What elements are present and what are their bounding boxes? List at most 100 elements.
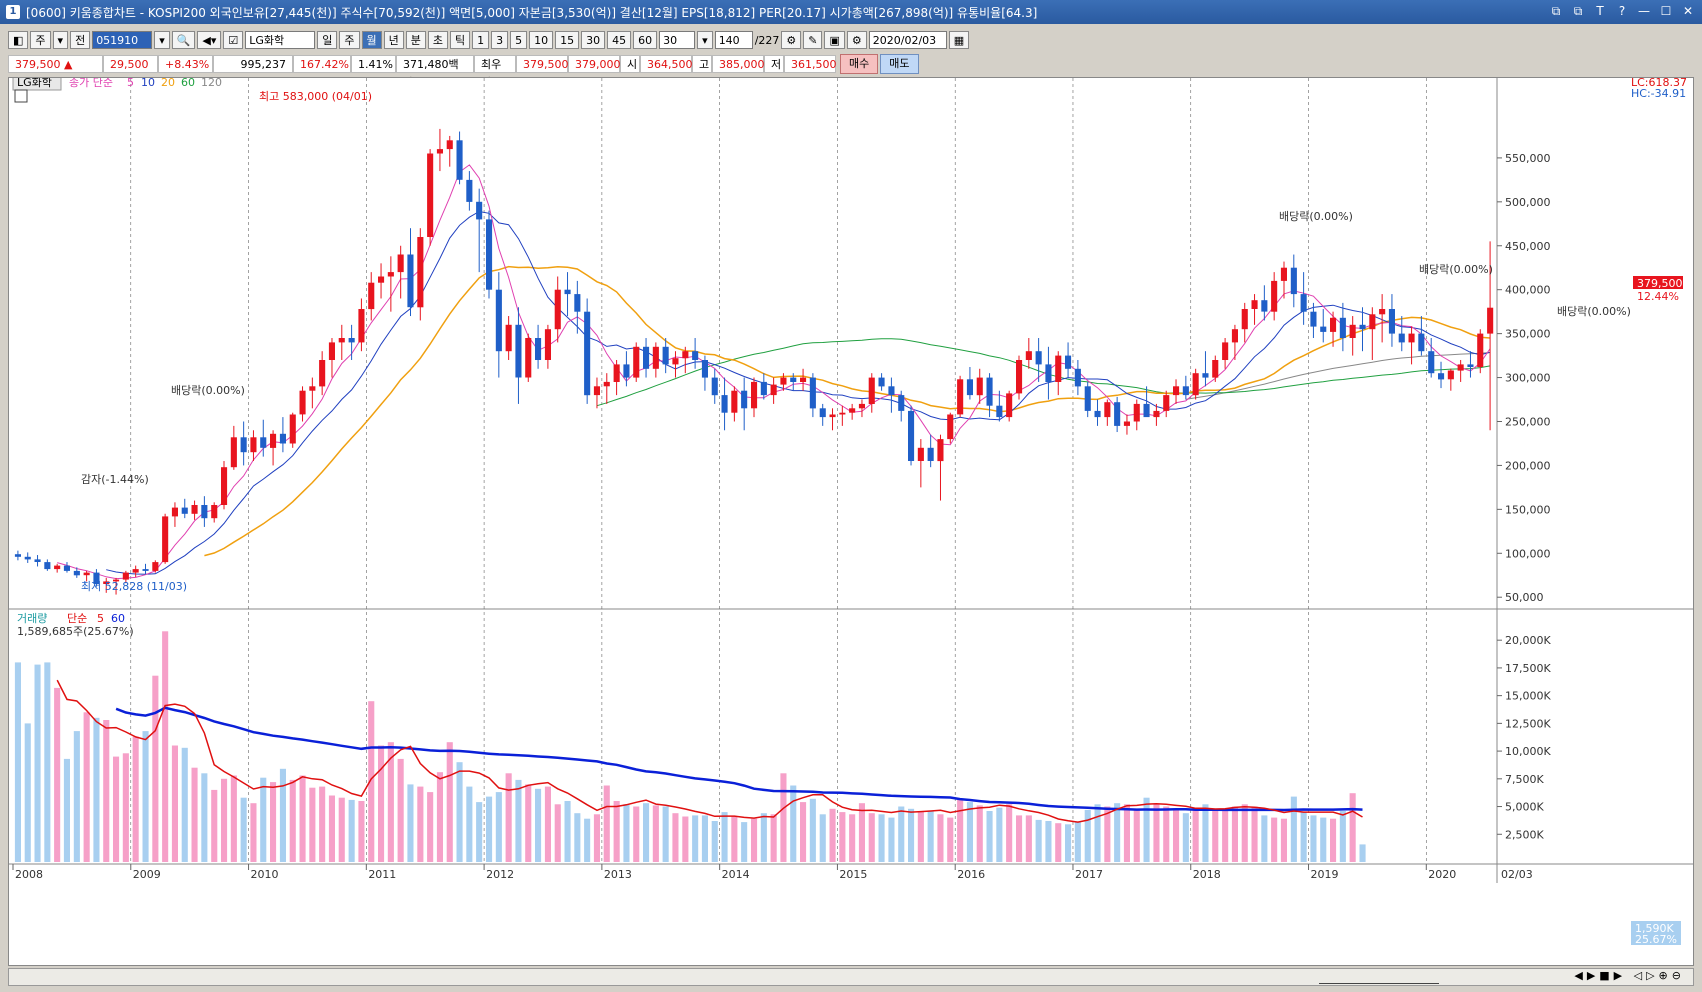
history-icon[interactable]: ◀▾ (197, 31, 222, 49)
volume-bar (1045, 821, 1052, 862)
interval-input[interactable]: 30 (659, 31, 696, 49)
candle-body (328, 342, 335, 360)
y-tick-label: 400,000 (1505, 284, 1551, 297)
interval-60[interactable]: 60 (633, 31, 658, 49)
volume-y-tick-label: 17,500K (1505, 662, 1551, 675)
tile-icon[interactable]: ⧉ (1573, 4, 1583, 18)
volume-bar (1123, 804, 1130, 862)
ma5-label: 5 (127, 78, 134, 89)
volume-bar (672, 813, 679, 862)
volume-bar (1300, 812, 1307, 862)
volume-ma60-label: 60 (111, 612, 125, 625)
volume-bar (751, 818, 758, 862)
period-minute[interactable]: 분 (405, 31, 426, 49)
volume-bar (633, 806, 640, 862)
candle-body (44, 562, 51, 570)
stock-code-input[interactable]: 051910 (92, 31, 153, 49)
close-icon[interactable]: ✕ (1682, 4, 1694, 18)
candle-body (593, 386, 600, 396)
period-month[interactable]: 월 (361, 31, 382, 49)
interval-45[interactable]: 45 (607, 31, 632, 49)
restore-icon[interactable]: ⧉ (1551, 4, 1561, 18)
scroll-controls-icon[interactable]: ◀▶■▶ ◁▷⊕⊖ (1574, 969, 1685, 982)
interval-15[interactable]: 15 (555, 31, 580, 49)
period-year[interactable]: 년 (383, 31, 404, 49)
minimize-icon[interactable]: — (1638, 4, 1650, 18)
candle-body (1251, 300, 1258, 309)
chevron-down-icon[interactable]: ▾ (697, 31, 713, 49)
interval-10[interactable]: 10 (529, 31, 554, 49)
volume-y-tick-label: 20,000K (1505, 634, 1551, 647)
favorite-icon[interactable]: ☑ (223, 31, 244, 49)
type-select[interactable]: 주 (30, 31, 51, 49)
volume-bar (858, 803, 865, 862)
maximize-icon[interactable]: ☐ (1660, 4, 1672, 18)
buy-button[interactable]: 매수 (840, 54, 879, 74)
sell-button[interactable]: 매도 (880, 54, 919, 74)
chart-canvas[interactable]: 550,000500,000450,000400,000350,000300,0… (9, 78, 1693, 965)
chart-scrollbar[interactable]: ◀▶■▶ ◁▷⊕⊖ (8, 968, 1694, 986)
candle-body (672, 358, 679, 365)
ma60-label: 60 (181, 78, 195, 89)
volume-bar (770, 814, 777, 862)
volume-bar (1094, 804, 1101, 862)
candle-body (103, 581, 110, 584)
period-mode-select[interactable]: 전 (70, 31, 91, 49)
volume-bar (436, 772, 443, 862)
volume-bar (230, 775, 237, 862)
period-second[interactable]: 초 (427, 31, 449, 49)
candle-body (692, 351, 699, 360)
volume-bar (898, 806, 905, 862)
candle-body (1114, 402, 1121, 426)
low-price: 361,500 (784, 55, 837, 73)
candle-body (142, 569, 149, 571)
period-day[interactable]: 일 (317, 31, 338, 49)
candle-body (1310, 311, 1317, 327)
help-icon[interactable]: ? (1618, 4, 1626, 18)
candle-body (260, 437, 267, 448)
chart-area[interactable]: 550,000 500,000 450,000 400,000 350,000 300,0… (8, 77, 1694, 966)
interval-1[interactable]: 1 (472, 31, 490, 49)
save-icon[interactable]: ▣ (824, 31, 845, 49)
ma20-label: 20 (161, 78, 175, 89)
count-input[interactable]: 140 (714, 31, 753, 49)
candle-body (171, 507, 178, 517)
candle-body (1457, 364, 1464, 371)
period-week[interactable]: 주 (339, 31, 360, 49)
text-icon[interactable]: T (1596, 4, 1604, 18)
candle-body (34, 559, 41, 562)
volume-bar (701, 815, 708, 862)
trade-amount: 371,480백만 (396, 55, 474, 89)
volume-bar (1065, 824, 1072, 862)
date-input[interactable]: 2020/02/03 (868, 31, 947, 49)
draw-icon[interactable]: ✎ (803, 31, 823, 49)
table-icon[interactable] (14, 89, 28, 103)
scroll-track[interactable] (1319, 971, 1439, 984)
volume-value: 995,237 (213, 55, 293, 73)
layout-icon[interactable]: ◧ (8, 31, 29, 49)
title-bar: 1 [0600] 키움종합차트 - KOSPI200 외국인보유[27,445(… (0, 0, 1702, 24)
chevron-down-icon[interactable]: ▾ (52, 31, 69, 49)
calendar-icon[interactable]: ▦ (948, 31, 970, 49)
volume-bar (1173, 809, 1180, 862)
gear-icon[interactable]: ⚙ (846, 31, 867, 49)
ma120-label: 120 (201, 78, 222, 89)
candle-body (113, 579, 120, 582)
volume-bar (731, 816, 738, 862)
interval-30[interactable]: 30 (581, 31, 606, 49)
period-tick[interactable]: 틱 (450, 31, 471, 49)
volume-bar (564, 801, 571, 862)
search-icon[interactable]: 🔍 (171, 31, 196, 49)
volume-bar (1133, 808, 1140, 862)
candle-body (279, 433, 286, 444)
window-title: [0600] 키움종합차트 - KOSPI200 외국인보유[27,445(천)… (26, 5, 1038, 20)
interval-3[interactable]: 3 (491, 31, 509, 49)
x-tick-label: 2019 (1311, 868, 1339, 881)
interval-5[interactable]: 5 (510, 31, 528, 49)
settings-icon[interactable]: ⚙ (781, 31, 802, 49)
volume-bar (24, 723, 31, 862)
candle-body (122, 572, 129, 580)
candle-body (348, 338, 355, 343)
volume-bar (142, 731, 149, 862)
chevron-down-icon[interactable]: ▾ (154, 31, 170, 49)
